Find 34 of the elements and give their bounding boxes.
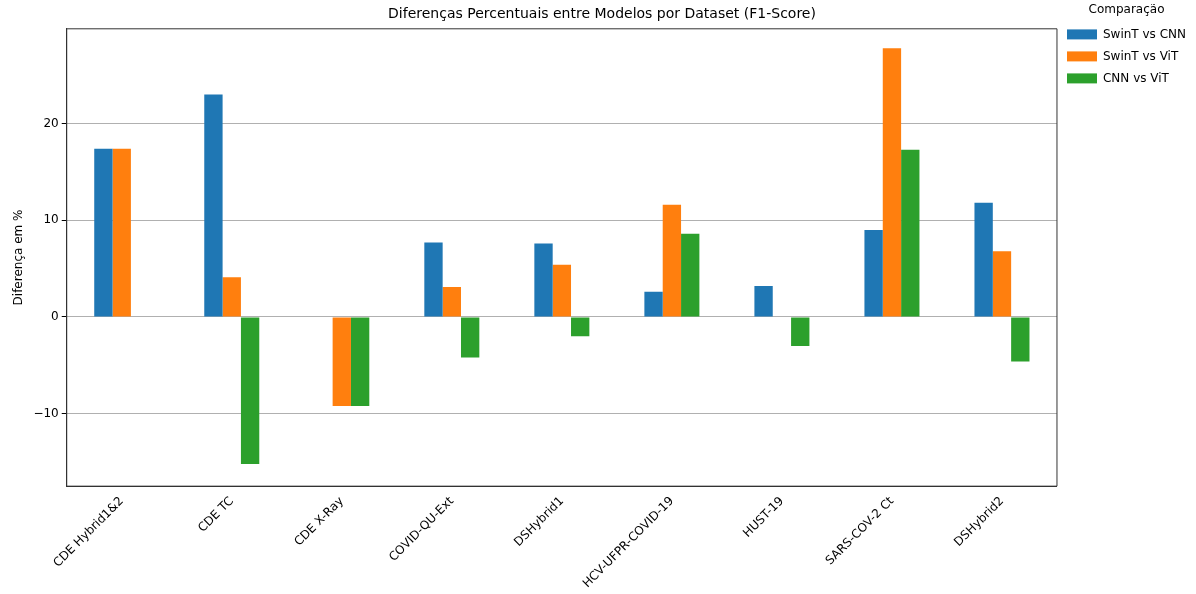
y-tick-label: −10 xyxy=(33,405,59,420)
bar xyxy=(424,242,443,317)
y-tick-label: 20 xyxy=(43,115,59,130)
bar xyxy=(571,317,590,337)
bar xyxy=(974,202,993,317)
bar xyxy=(240,317,260,464)
legend-label: CNN vs ViT xyxy=(1102,70,1170,85)
bar xyxy=(112,148,131,317)
chart-title: Diferenças Percentuais entre Modelos por Dataset (F1-Score) xyxy=(388,5,816,22)
bar xyxy=(460,317,480,358)
bar xyxy=(332,317,351,406)
legend-title: Comparação xyxy=(1088,2,1165,17)
bar xyxy=(864,229,883,317)
bar xyxy=(350,317,370,406)
bar xyxy=(94,148,113,317)
y-axis-title: Diferença em % xyxy=(11,209,26,306)
bar xyxy=(992,251,1012,317)
bar xyxy=(552,264,572,317)
y-tick-label: 0 xyxy=(51,309,59,324)
bar xyxy=(534,243,553,317)
bar xyxy=(791,317,810,346)
bar xyxy=(901,149,920,317)
bar xyxy=(1011,317,1030,362)
bar xyxy=(882,48,902,317)
bar xyxy=(442,286,461,317)
y-tick-label: 10 xyxy=(43,212,59,227)
bar xyxy=(754,286,773,317)
bar xyxy=(222,277,241,317)
legend-label: SwinT vs ViT xyxy=(1102,48,1179,63)
bar xyxy=(204,94,223,317)
bar xyxy=(681,233,700,317)
bar xyxy=(662,204,682,317)
legend-label: SwinT vs CNN xyxy=(1102,26,1186,41)
bar xyxy=(644,291,663,317)
